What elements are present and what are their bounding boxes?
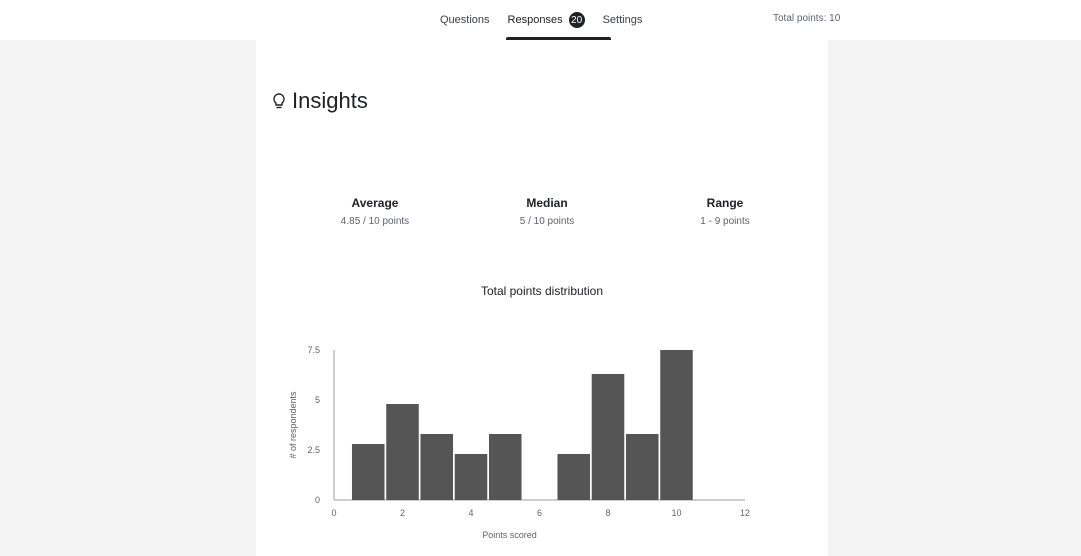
stat-average: Average 4.85 / 10 points	[295, 196, 455, 227]
x-tick-label: 6	[537, 508, 542, 518]
stat-range: Range 1 - 9 points	[645, 196, 805, 227]
x-tick-label: 0	[331, 508, 336, 518]
y-tick-label: 2.5	[307, 445, 320, 455]
insights-icon	[273, 93, 285, 109]
background-right	[828, 40, 1081, 556]
background-left	[0, 40, 256, 556]
stat-average-value: 4.85 / 10 points	[340, 216, 410, 227]
tab-settings[interactable]: Settings	[603, 0, 643, 40]
stat-median: Median 5 / 10 points	[467, 196, 627, 227]
y-tick-label: 0	[315, 495, 320, 505]
x-tick-label: 8	[605, 508, 610, 518]
y-tick-label: 7.5	[307, 345, 320, 355]
x-tick-label: 4	[468, 508, 473, 518]
bar-8	[591, 374, 625, 500]
tab-responses-label: Responses	[507, 14, 563, 26]
x-tick-label: 2	[400, 508, 405, 518]
tab-bar: Questions Responses 20 Settings	[440, 0, 642, 40]
stat-range-label: Range	[706, 196, 744, 210]
insights-heading: Insights	[272, 88, 368, 114]
stat-average-label: Average	[351, 196, 399, 210]
bar-9	[625, 434, 659, 500]
tab-questions[interactable]: Questions	[440, 0, 490, 40]
tab-settings-label: Settings	[602, 14, 643, 26]
insights-title: Insights	[292, 88, 368, 113]
y-axis-label: # of respondents	[288, 391, 298, 459]
chart-title: Total points distribution	[480, 284, 604, 298]
responses-count-badge: 20	[568, 12, 585, 28]
tab-questions-label: Questions	[440, 14, 490, 26]
stat-median-label: Median	[526, 196, 568, 210]
x-tick-label: 12	[740, 508, 750, 518]
stat-median-value: 5 / 10 points	[519, 216, 575, 227]
bar-1	[351, 444, 385, 500]
y-tick-label: 5	[315, 395, 320, 405]
x-tick-label: 10	[671, 508, 681, 518]
bar-7	[557, 454, 591, 500]
top-bar: Questions Responses 20 Settings Total po…	[0, 0, 1081, 40]
total-points-label: Total points: 10	[773, 13, 841, 24]
tab-responses[interactable]: Responses 20	[505, 0, 611, 40]
points-distribution-chart: 0 2.5 5 7.5 0 2 4 6 8 10 12 Points scored # of respo…	[288, 345, 750, 540]
insights-card	[256, 40, 828, 556]
bar-5	[488, 434, 522, 500]
bar-10	[660, 350, 693, 500]
stat-range-value: 1 - 9 points	[700, 216, 750, 227]
bar-2	[386, 404, 419, 500]
bar-4	[454, 454, 488, 500]
bar-3	[420, 434, 454, 500]
x-axis-label: Points scored	[482, 530, 537, 540]
